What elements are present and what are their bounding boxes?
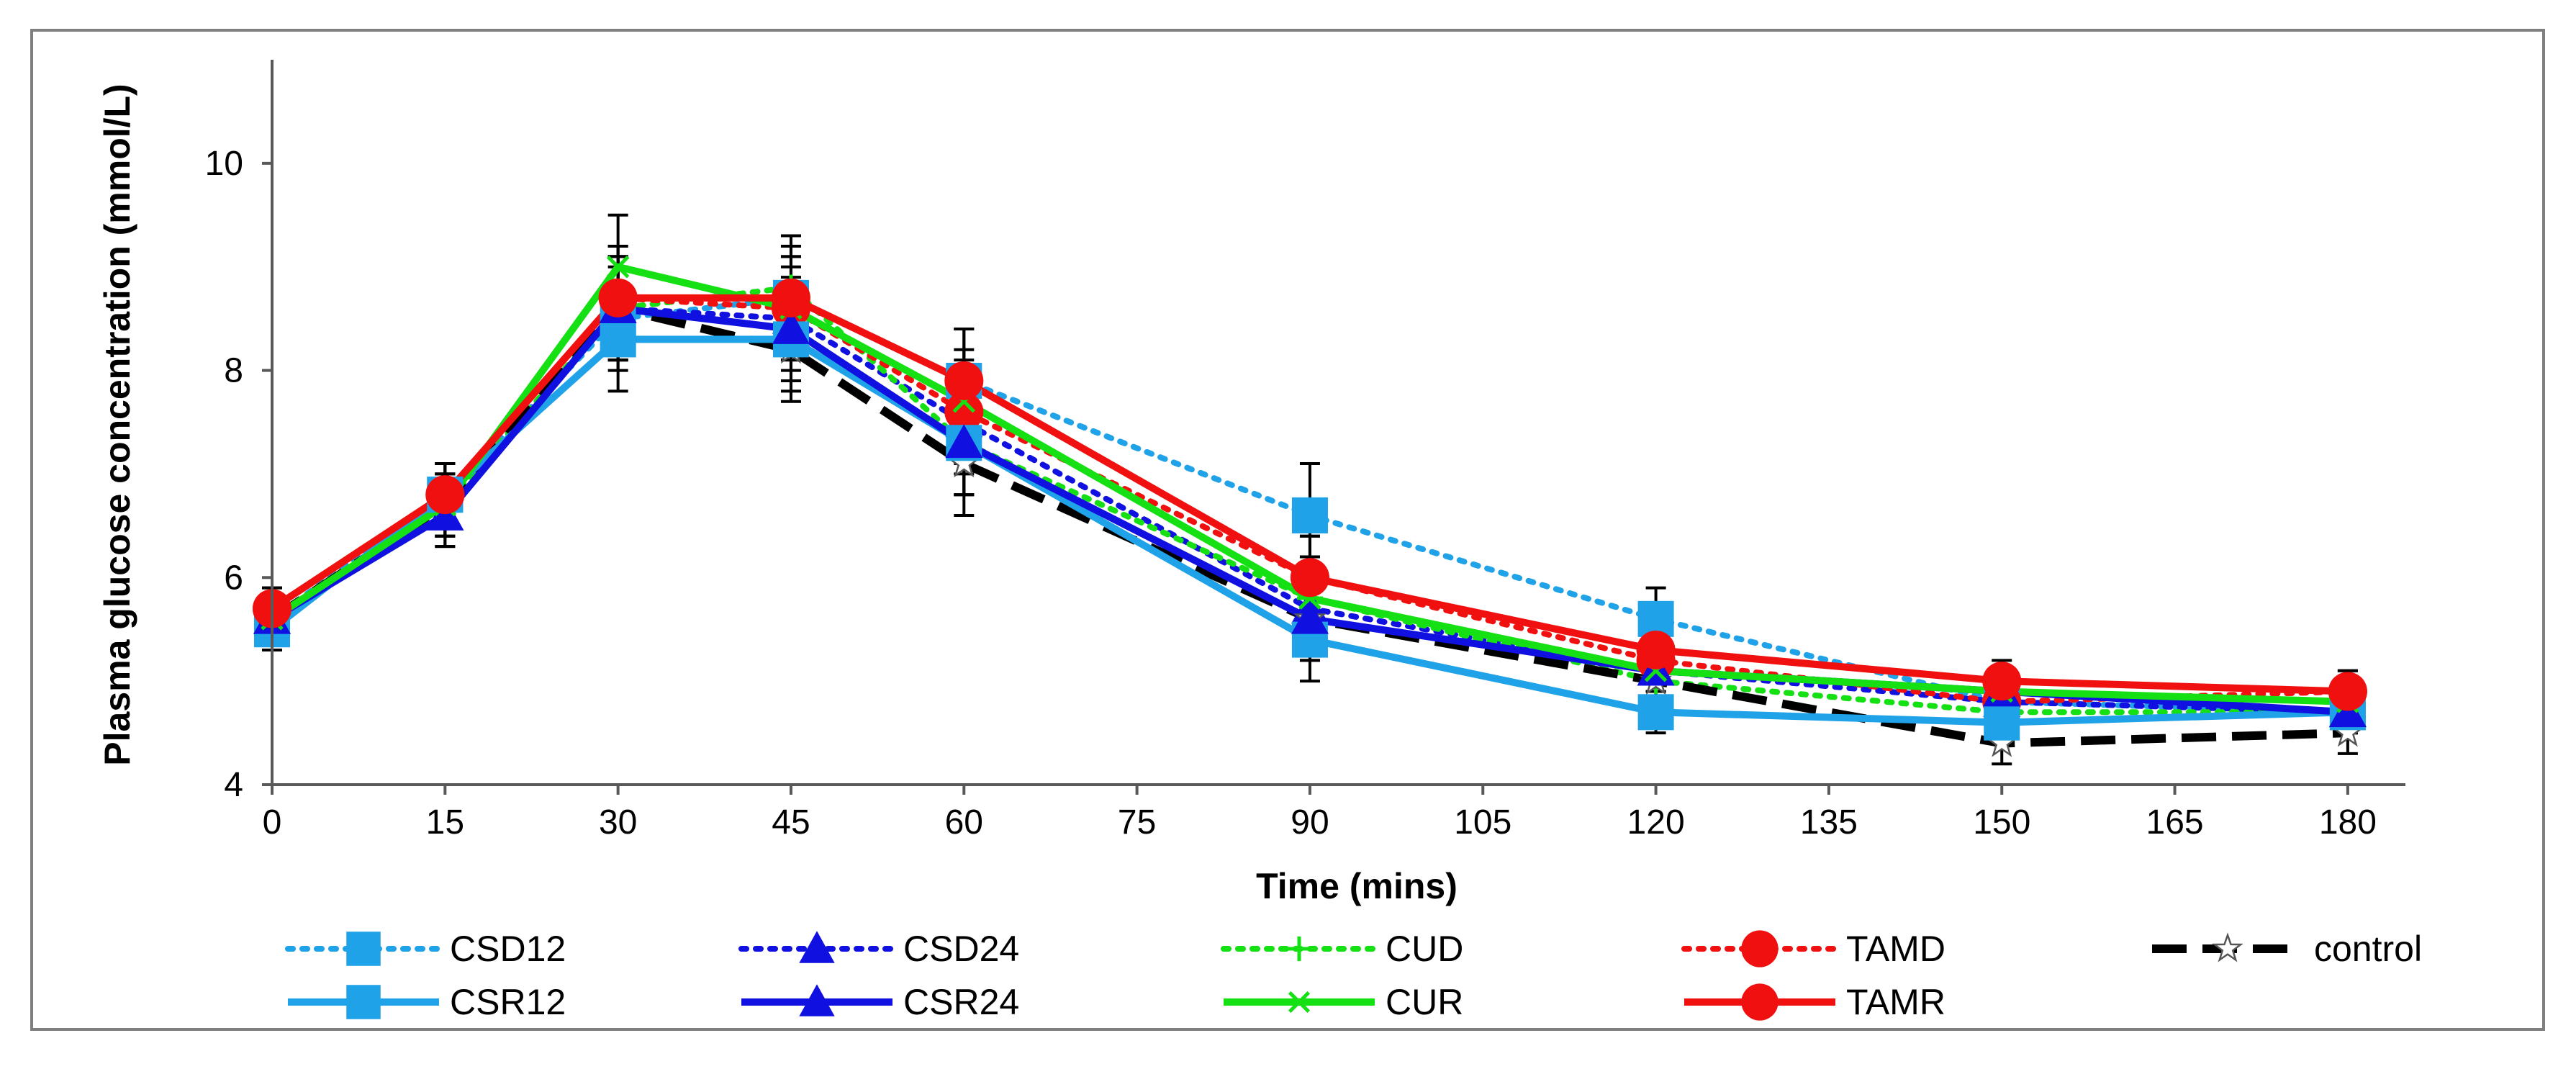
ticks: 4 6 8 10 0 15 30 45 60 75 90 105 120 135 150 165 180: [205, 145, 2377, 842]
x-tick-label: 90: [1291, 803, 1329, 842]
x-tick-label: 120: [1627, 803, 1685, 842]
legend-item-csr12: CSR12: [288, 982, 566, 1022]
legend-label-csr24: CSR24: [903, 982, 1019, 1022]
legend-marker-csr12: [346, 985, 381, 1019]
legend-label-tamd: TAMD: [1846, 929, 1945, 969]
point-csr24: [772, 310, 810, 344]
point-csr24: [1291, 600, 1329, 634]
point-tamr: [2328, 672, 2367, 711]
point-tamr: [425, 475, 465, 515]
point-csd12: [1291, 497, 1328, 533]
legend-marker-tamd: [1741, 930, 1779, 967]
y-tick-label: 4: [224, 766, 243, 804]
legend-label-cud: CUD: [1386, 929, 1463, 969]
legend-item-cur: CUR: [1224, 982, 1463, 1022]
point-tamr: [598, 278, 638, 317]
y-axis-title: Plasma glucose concentration (mmol/L): [97, 84, 137, 765]
x-tick-label: 150: [1973, 803, 2030, 842]
legend-label-csd24: CSD24: [903, 929, 1019, 969]
legend-marker-control: [2212, 932, 2243, 962]
legend-marker-csd12: [346, 932, 381, 966]
point-csr24: [945, 424, 983, 459]
legend-item-tamd: TAMD: [1681, 929, 1945, 969]
y-tick-label: 6: [224, 559, 243, 597]
point-tamr: [1982, 662, 2022, 701]
y-tick-label: 10: [205, 145, 243, 183]
y-tick-label: 8: [224, 352, 243, 390]
point-csr12: [600, 321, 636, 358]
legend-marker-tamr: [1741, 983, 1779, 1021]
legend-item-cud: CUD: [1221, 929, 1463, 969]
point-csr12: [1637, 694, 1674, 731]
legend-marker-csd24: [799, 931, 835, 963]
point-cur: [606, 255, 630, 279]
x-tick-label: 165: [2146, 803, 2204, 842]
legend-marker-csr24: [799, 984, 835, 1016]
axes: [271, 60, 2405, 786]
legend-label-csr12: CSR12: [450, 982, 566, 1022]
legend-item-csd24: CSD24: [738, 929, 1019, 969]
x-axis-title: Time (mins): [1256, 866, 1458, 906]
x-tick-label: 45: [772, 803, 810, 842]
x-tick-label: 15: [426, 803, 464, 842]
legend-item-control: control: [2152, 929, 2422, 969]
x-tick-label: 105: [1454, 803, 1511, 842]
legend-label-tamr: TAMR: [1846, 982, 1945, 1022]
plot-area: [253, 213, 2367, 766]
x-tick-label: 30: [599, 803, 637, 842]
point-csr12: [1984, 704, 2020, 741]
legend-item-csd12: CSD12: [285, 929, 566, 969]
point-tamr: [1636, 630, 1676, 669]
series-markers: [253, 255, 2367, 757]
legend-item-tamr: TAMR: [1684, 982, 1945, 1022]
x-tick-label: 180: [2319, 803, 2377, 842]
x-tick-label: 75: [1118, 803, 1156, 842]
point-tamr: [944, 361, 984, 400]
point-tamr: [771, 278, 810, 317]
x-tick-label: 0: [263, 803, 282, 842]
point-tamd: [944, 392, 984, 432]
point-tamr: [1290, 558, 1329, 597]
legend-item-csr24: CSR24: [741, 982, 1019, 1022]
x-tick-label: 135: [1800, 803, 1858, 842]
legend: CSD12 CSD24 CUD TAMD control CSR12 CSR24 CUR TAM…: [285, 929, 2422, 1022]
x-tick-label: 60: [945, 803, 983, 842]
legend-label-control: control: [2314, 929, 2422, 969]
legend-marker-cud: [1286, 936, 1312, 962]
legend-label-cur: CUR: [1386, 982, 1463, 1022]
legend-marker-cur: [1288, 991, 1311, 1014]
legend-label-csd12: CSD12: [450, 929, 566, 969]
